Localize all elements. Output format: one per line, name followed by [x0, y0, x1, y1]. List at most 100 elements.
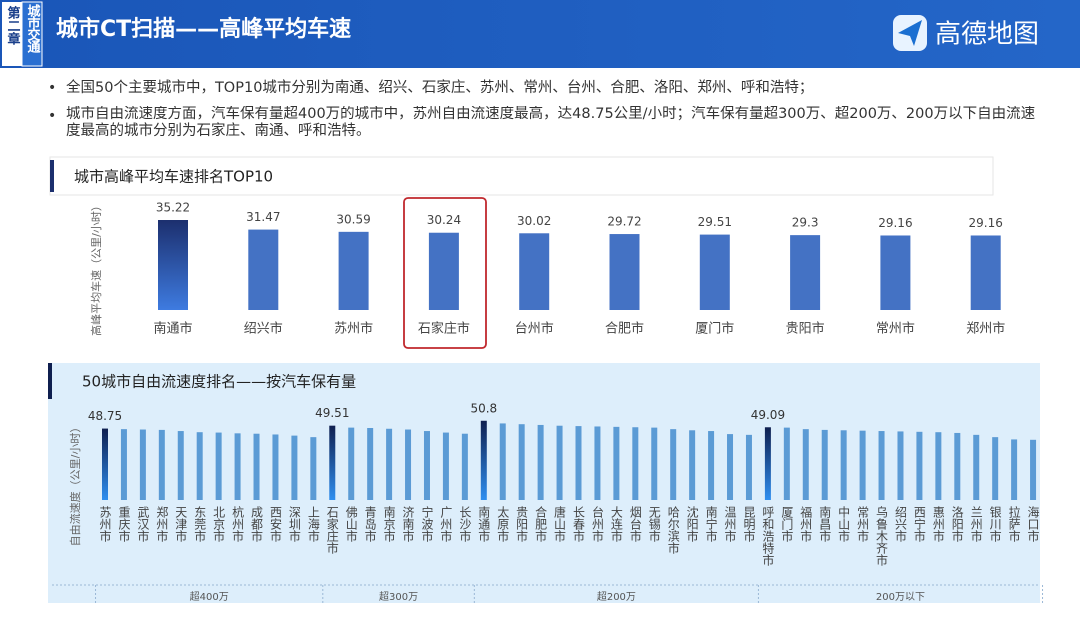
logo-plane — [898, 20, 922, 46]
x-tick-label: 贵阳市 — [786, 321, 825, 337]
bar — [196, 432, 203, 500]
accent — [48, 363, 52, 399]
bar — [102, 428, 108, 500]
bar — [878, 431, 885, 500]
x-tick-label: 苏州市 — [98, 506, 112, 542]
group-label: 超300万 — [379, 590, 418, 603]
bar — [689, 430, 696, 500]
value-label: 29.72 — [607, 215, 641, 229]
bar — [537, 424, 544, 500]
x-tick-label: 石家庄市 — [325, 506, 339, 554]
bar — [428, 232, 459, 310]
x-tick-label: 成都市 — [250, 506, 264, 542]
x-tick-label: 太原市 — [496, 505, 510, 542]
x-tick-label: 郑州市 — [966, 321, 1005, 337]
bar — [609, 234, 640, 310]
x-tick-label: 银川市 — [988, 506, 1002, 542]
bullet-dot: • — [48, 80, 56, 96]
value-label: 31.47 — [246, 210, 280, 224]
value-label: 30.24 — [427, 213, 461, 227]
x-tick-label: 南京市 — [382, 505, 396, 542]
x-tick-label: 惠州市 — [931, 506, 945, 542]
value-label: 29.16 — [878, 216, 912, 230]
x-tick-label: 常州市 — [856, 506, 870, 542]
x-tick-label: 合肥市 — [605, 321, 644, 337]
highlight-box — [403, 197, 487, 349]
logo-text: 高德地图 — [935, 20, 1039, 50]
x-tick-label: 东莞市 — [193, 506, 207, 542]
x-tick-label: 乌鲁木齐市 — [875, 505, 889, 566]
x-tick-label: 常州市 — [876, 321, 915, 337]
bar — [386, 428, 393, 500]
x-tick-label: 郑州市 — [155, 505, 169, 542]
bar — [442, 432, 449, 500]
x-tick-label: 福州市 — [799, 505, 813, 542]
x-tick-label: 长沙市 — [458, 506, 472, 542]
x-tick-label: 石家庄市 — [418, 321, 470, 337]
bar — [519, 233, 550, 310]
group-label: 超400万 — [190, 590, 229, 603]
bar — [727, 434, 734, 500]
bar — [556, 425, 563, 500]
value-label: 49.51 — [315, 406, 349, 420]
x-tick-label: 合肥市 — [534, 505, 548, 542]
value-label: 30.59 — [336, 212, 370, 226]
bar — [880, 235, 911, 310]
x-tick-label: 洛阳市 — [950, 505, 964, 542]
bar — [575, 426, 582, 500]
x-tick-label: 上海市 — [306, 506, 320, 542]
x-tick-label: 兰州市 — [969, 506, 983, 542]
bar — [790, 235, 821, 310]
bar — [120, 429, 127, 500]
x-tick-label: 绍兴市 — [244, 321, 283, 337]
value-label: 49.09 — [751, 408, 785, 422]
x-tick-label: 沈阳市 — [685, 505, 699, 542]
bar — [992, 437, 999, 500]
x-tick-label: 台州市 — [515, 321, 554, 337]
bar — [783, 427, 790, 500]
group-label: 超200万 — [597, 590, 636, 603]
x-tick-label: 青岛市 — [363, 506, 377, 542]
bar — [518, 424, 525, 500]
bar — [310, 437, 317, 500]
x-tick-label: 武汉市 — [136, 506, 150, 542]
x-tick-label: 北京市 — [212, 506, 226, 542]
bar — [897, 431, 904, 500]
accent — [50, 160, 54, 192]
bar — [840, 430, 847, 500]
bar — [215, 432, 222, 500]
value-label: 29.3 — [792, 216, 819, 230]
bar — [338, 231, 369, 310]
x-tick-label: 厦门市 — [695, 321, 734, 337]
x-tick-label: 贵阳市 — [515, 506, 529, 542]
value-label: 35.22 — [156, 201, 190, 215]
x-tick-label: 台州市 — [590, 505, 604, 542]
x-tick-label: 烟台市 — [628, 506, 642, 542]
chart1-title: 城市高峰平均车速排名TOP10 — [74, 168, 273, 186]
x-tick-label: 长春市 — [572, 506, 586, 542]
x-tick-label: 杭州市 — [231, 505, 245, 542]
value-label: 50.8 — [470, 401, 497, 415]
bar — [708, 431, 715, 500]
bar — [954, 432, 961, 500]
x-tick-label: 无锡市 — [647, 506, 661, 542]
bar — [1011, 439, 1018, 500]
bar — [802, 429, 809, 500]
x-tick-label: 济南市 — [401, 505, 415, 542]
bar — [423, 431, 430, 500]
bar — [499, 423, 506, 500]
x-tick-label: 宁波市 — [420, 505, 434, 542]
bar — [461, 433, 468, 500]
bullet-dot: • — [48, 108, 56, 124]
x-tick-label: 中山市 — [837, 505, 851, 542]
bar — [970, 235, 1001, 310]
bar — [670, 429, 677, 500]
slide-title: 城市CT扫描——高峰平均车速 — [56, 16, 351, 42]
y-axis-label: 自由流速度（公里/小时） — [68, 422, 82, 547]
x-tick-label: 厦门市 — [780, 506, 794, 542]
bar — [613, 426, 620, 500]
bar — [329, 425, 336, 500]
x-tick-label: 深圳市 — [287, 506, 301, 542]
x-tick-label: 西安市 — [268, 506, 282, 542]
